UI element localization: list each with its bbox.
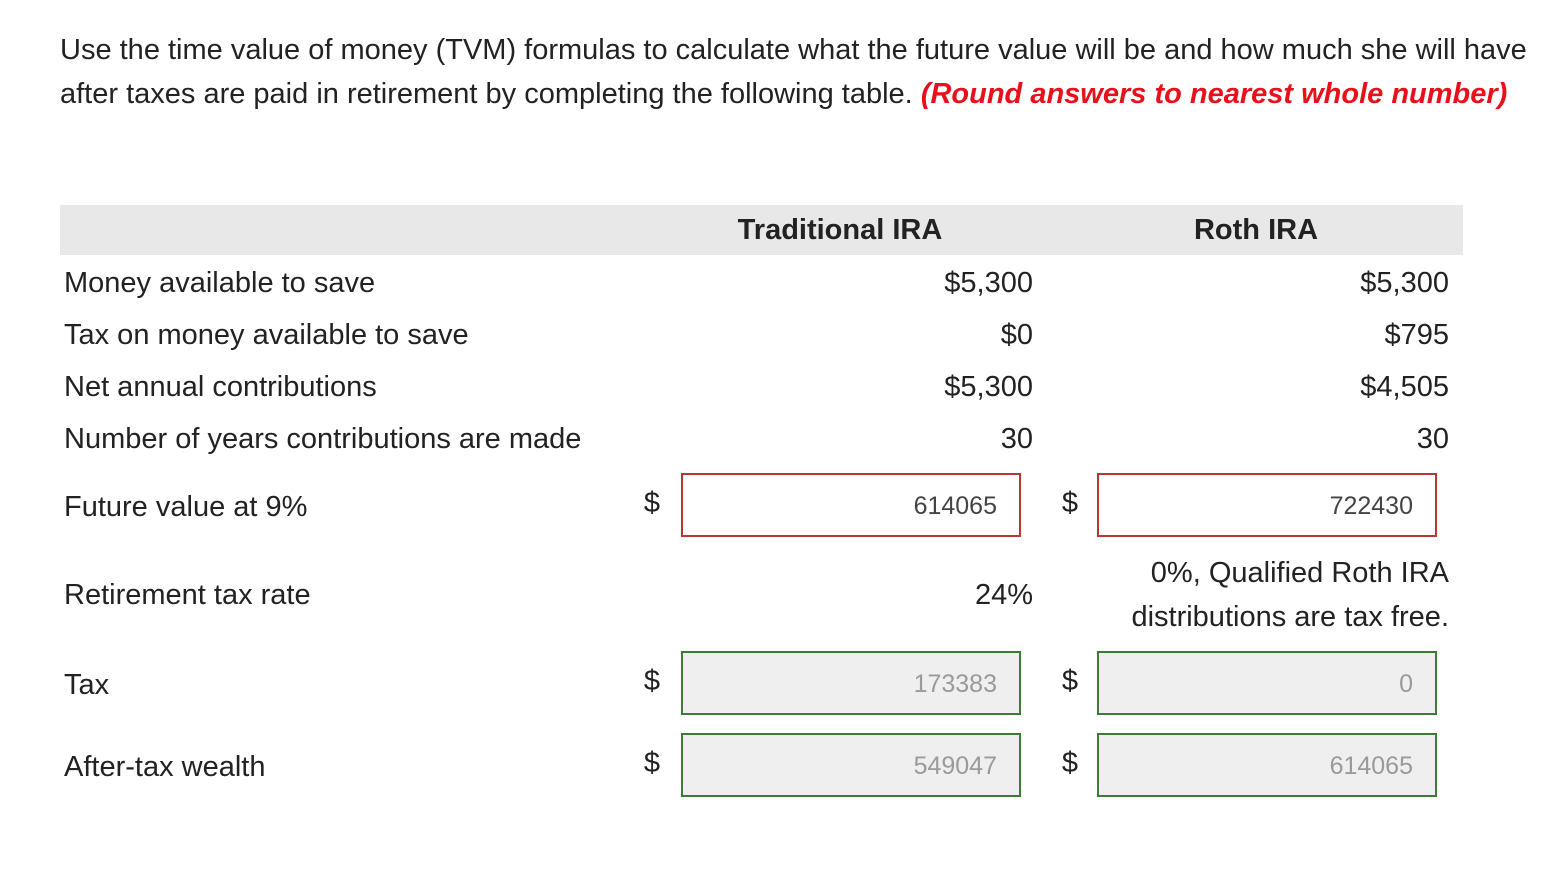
- instructions-note: (Round answers to nearest whole number): [920, 78, 1508, 110]
- currency: $: [1061, 747, 1079, 779]
- answer-input[interactable]: 614065: [681, 473, 1021, 537]
- cell-value: $0: [1000, 319, 1033, 351]
- row-label: Future value at 9%: [64, 491, 308, 523]
- currency: $: [1061, 487, 1079, 519]
- cell-value: 24%: [974, 579, 1033, 611]
- row-label: Money available to save: [64, 267, 376, 299]
- row-label: Number of years contributions are made: [64, 423, 582, 455]
- row-label: Net annual contributions: [64, 371, 377, 403]
- row-label: Tax on money available to save: [64, 319, 469, 351]
- instructions-text: Use the time value of money (TVM) formul…: [60, 34, 1527, 110]
- cell-value: 30: [1000, 423, 1033, 455]
- cell-value: $5,300: [944, 371, 1033, 403]
- cell-value: $4,505: [1360, 371, 1449, 403]
- cell-value: $5,300: [944, 267, 1033, 299]
- column-header: Roth IRA: [1193, 214, 1319, 246]
- answer-input[interactable]: 173383: [681, 651, 1021, 715]
- answer-input[interactable]: 549047: [681, 733, 1021, 797]
- answer-input[interactable]: 722430: [1097, 473, 1437, 537]
- cell-value: $5,300: [1360, 267, 1449, 299]
- row-label: After-tax wealth: [64, 751, 266, 783]
- row-label: Tax: [64, 669, 110, 701]
- row-label: Retirement tax rate: [64, 579, 311, 611]
- currency: $: [643, 665, 661, 697]
- instructions: Use the time value of money (TVM) formul…: [60, 28, 1530, 116]
- header-band: [60, 205, 1463, 255]
- currency: $: [643, 487, 661, 519]
- answer-input[interactable]: 614065: [1097, 733, 1437, 797]
- column-header: Traditional IRA: [737, 214, 943, 246]
- cell-value: $795: [1384, 319, 1449, 351]
- currency: $: [1061, 665, 1079, 697]
- answer-input[interactable]: 0: [1097, 651, 1437, 715]
- currency: $: [643, 747, 661, 779]
- cell-value: 0%, Qualified Roth IRA distributions are…: [1131, 557, 1449, 633]
- cell-value: 30: [1416, 423, 1449, 455]
